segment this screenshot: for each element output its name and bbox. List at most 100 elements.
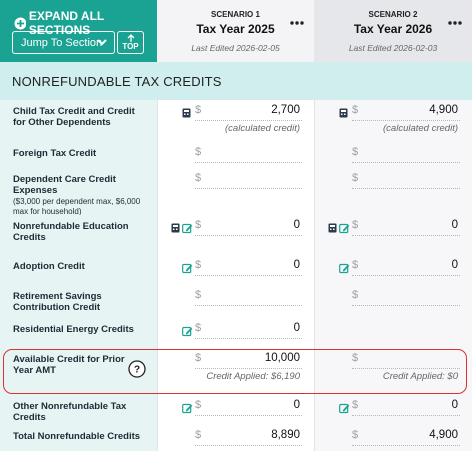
section-header: NONREFUNDABLE TAX CREDITS [0, 62, 472, 100]
help-icon-svg: ? [128, 360, 146, 378]
row-label-cell: Foreign Tax Credit [0, 142, 157, 168]
value-cell: $8,890 [157, 425, 314, 451]
edit-icon[interactable] [182, 401, 193, 419]
value-cell [314, 318, 472, 348]
value-cell: $4,900 [314, 425, 472, 451]
menu-dots-svg [290, 21, 304, 25]
value-cell: $0 [157, 395, 314, 425]
input-underline [352, 445, 460, 446]
value-cell: $0 [314, 255, 472, 285]
credit-row: Other Nonrefundable Tax Credits $0 $0 [0, 395, 472, 425]
calculator-icon-svg [328, 223, 337, 233]
expand-all[interactable]: EXPAND ALL SECTIONS [14, 9, 157, 37]
value-cell: $10,000 Credit Applied: $6,190 [157, 348, 314, 395]
value-cell: $2,700 (calculated credit) [157, 100, 314, 142]
credit-row: Available Credit for Prior Year AMT? $10,… [0, 348, 472, 395]
value-cell: $0 [157, 255, 314, 285]
row-label-cell: Retirement Savings Contribution Credit [0, 285, 157, 318]
currency: $ [195, 289, 202, 301]
input-underline [195, 120, 302, 121]
edit-icon-svg [339, 403, 350, 414]
last-edited: Last Edited 2026-02-05 [191, 43, 280, 53]
calculator-icon[interactable] [182, 106, 193, 124]
value-cell: $0 [314, 215, 472, 255]
menu-dots[interactable] [290, 12, 304, 30]
menu-dots[interactable] [448, 12, 462, 30]
input-underline [352, 235, 460, 236]
last-edited: Last Edited 2026-02-03 [348, 43, 438, 53]
credit-row: Nonrefundable Education Credits $0 $0 [0, 215, 472, 255]
value-cell: $0 [314, 395, 472, 425]
currency: $ [352, 352, 359, 364]
input-underline [195, 235, 302, 236]
plus-icon [14, 17, 26, 29]
input-underline [195, 445, 302, 446]
help-icon[interactable]: ? [128, 360, 146, 381]
credit-row: Foreign Tax Credit $ $ [0, 142, 472, 168]
value-cell: $ Credit Applied: $0 [314, 348, 472, 395]
cell-note: Credit Applied: $0 [382, 371, 458, 382]
edit-icon[interactable] [182, 261, 193, 279]
up-arrow [127, 34, 134, 42]
edit-icon[interactable] [339, 401, 350, 419]
calculator-icon-svg [182, 108, 191, 118]
value-cell: $0 [157, 215, 314, 255]
jump-dropdown[interactable]: Jump To Section [12, 31, 115, 54]
input-underline [195, 415, 302, 416]
calculator-icon[interactable] [328, 221, 339, 239]
calculator-icon[interactable] [339, 106, 350, 124]
amount: 0 [293, 399, 300, 411]
row-label-cell: Dependent Care Credit Expenses ($3,000 pe… [0, 168, 157, 216]
scenario-header: SCENARIO 1 Tax Year 2025 Last Edited 2026-… [157, 0, 314, 62]
row-label-cell: Child Tax Credit and Credit for Other De… [0, 100, 157, 142]
edit-icon[interactable] [182, 221, 193, 239]
amount: 0 [451, 259, 458, 271]
row-label-cell: Available Credit for Prior Year AMT? [0, 348, 157, 395]
edit-icon[interactable] [339, 261, 350, 279]
edit-icon[interactable] [339, 221, 350, 239]
jump-text: Jump To Section [21, 36, 103, 49]
amount: 8,890 [271, 429, 300, 441]
value-cell: $ [157, 142, 314, 168]
calculator-icon-svg [171, 223, 180, 233]
credit-row: Total Nonrefundable Credits $8,890 $4,900 [0, 425, 472, 451]
row-label: Dependent Care Credit Expenses [13, 174, 116, 196]
row-label: Adoption Credit [13, 261, 85, 272]
top-button[interactable]: TOP [117, 31, 144, 54]
input-underline [195, 305, 302, 306]
input-underline [352, 275, 460, 276]
value-cell: $4,900 (calculated credit) [314, 100, 472, 142]
top-text: TOP [122, 42, 139, 51]
credit-row: Residential Energy Credits $0 [0, 318, 472, 348]
amount: 0 [293, 219, 300, 231]
calculator-icon[interactable] [171, 221, 182, 239]
row-label: Retirement Savings Contribution Credit [13, 291, 102, 313]
scenario-header: SCENARIO 2 Tax Year 2026 Last Edited 2026-… [314, 0, 472, 62]
amount: 2,700 [271, 104, 300, 116]
row-label-cell: Residential Energy Credits [0, 318, 157, 348]
input-underline [352, 368, 460, 369]
input-underline [352, 120, 460, 121]
scenario-title: Tax Year 2026 [353, 22, 433, 36]
row-label: Other Nonrefundable Tax Credits [13, 401, 127, 423]
row-label: Total Nonrefundable Credits [13, 431, 141, 442]
input-underline [352, 188, 460, 189]
amount: 4,900 [429, 104, 458, 116]
row-label: Foreign Tax Credit [13, 148, 97, 159]
section-title: NONREFUNDABLE TAX CREDITS [12, 74, 222, 89]
row-label: Nonrefundable Education Credits [13, 221, 129, 243]
input-underline [195, 188, 302, 189]
edit-icon-svg [182, 223, 193, 234]
edit-icon-svg [182, 403, 193, 414]
edit-icon[interactable] [182, 324, 193, 342]
value-cell: $0 [157, 318, 314, 348]
cell-note: (calculated credit) [383, 123, 458, 134]
currency: $ [195, 172, 202, 184]
currency: $ [195, 259, 202, 271]
value-cell: $ [314, 142, 472, 168]
rows: Child Tax Credit and Credit for Other De… [0, 100, 472, 451]
row-label-cell: Other Nonrefundable Tax Credits [0, 395, 157, 425]
menu-dots-svg [448, 21, 462, 25]
